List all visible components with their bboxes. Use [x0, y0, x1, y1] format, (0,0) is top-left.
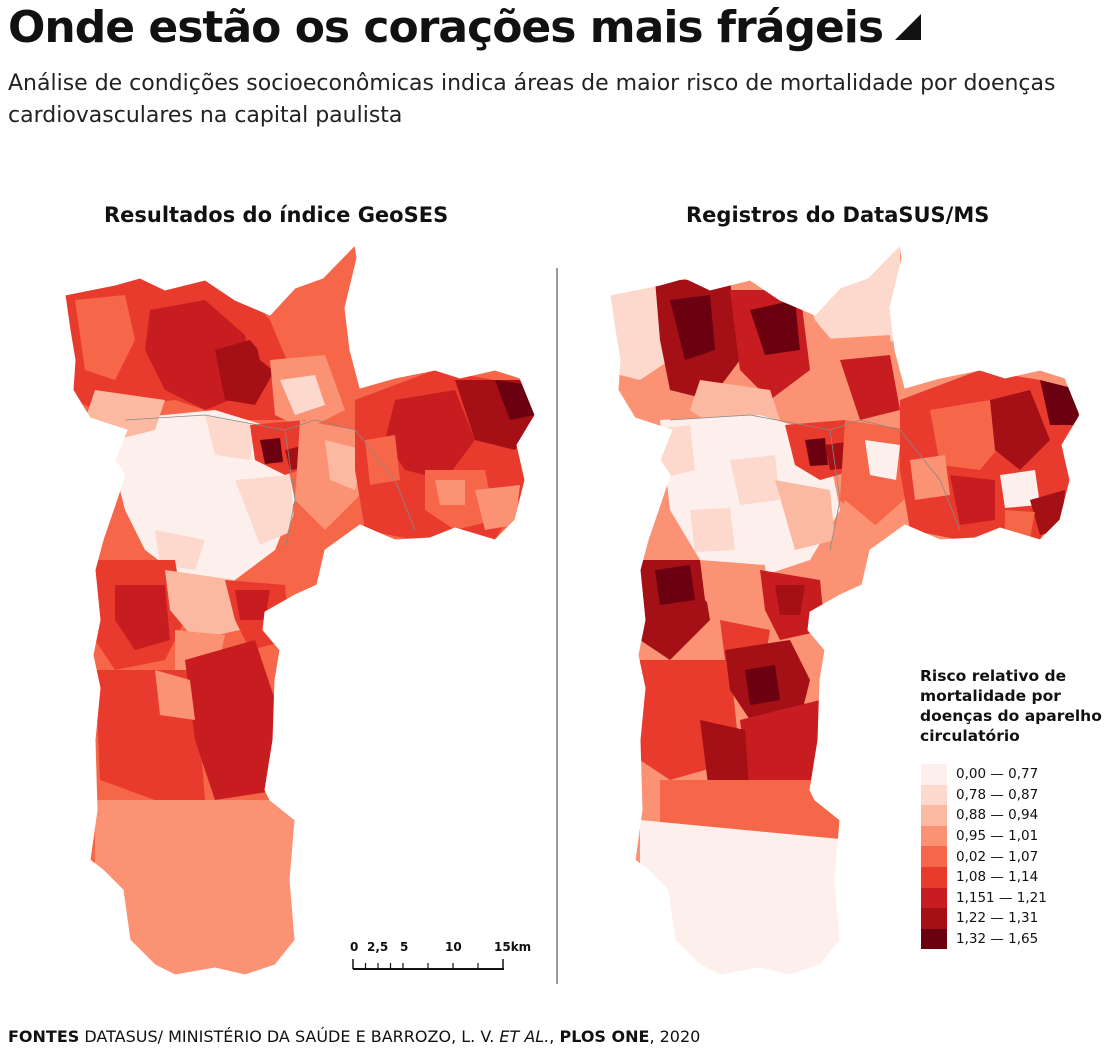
legend-label: 0,95 — 1,01	[956, 828, 1038, 844]
legend-swatch	[921, 805, 947, 826]
legend-swatch	[921, 785, 947, 806]
legend-swatch	[921, 846, 947, 867]
map-divider	[556, 268, 558, 984]
scale-label: 10	[445, 940, 462, 954]
legend-item: 0,95 — 1,01	[921, 826, 1047, 847]
legend-title: Risco relativo de mortalidade por doença…	[920, 666, 1110, 746]
scale-label: 0	[350, 940, 358, 954]
map-geoses	[55, 240, 555, 980]
sources-sep: ,	[549, 1027, 559, 1046]
legend-label: 0,00 — 0,77	[956, 766, 1038, 782]
legend-label: 1,08 — 1,14	[956, 869, 1038, 885]
legend-item: 0,00 — 0,77	[921, 764, 1047, 785]
legend-label: 0,02 — 1,07	[956, 849, 1038, 865]
page-subtitle: Análise de condições socioeconômicas ind…	[8, 68, 1098, 132]
legend-label: 0,78 — 0,87	[956, 787, 1038, 803]
scale-label: 15km	[494, 940, 531, 954]
legend: 0,00 — 0,77 0,78 — 0,87 0,88 — 0,94 0,95…	[921, 764, 1047, 949]
sources-prefix: FONTES	[8, 1027, 79, 1046]
legend-item: 1,32 — 1,65	[921, 929, 1047, 950]
legend-label: 1,151 — 1,21	[956, 890, 1047, 906]
legend-swatch	[921, 826, 947, 847]
legend-item: 1,151 — 1,21	[921, 888, 1047, 909]
legend-swatch	[921, 929, 947, 950]
legend-label: 0,88 — 0,94	[956, 807, 1038, 823]
legend-swatch	[921, 888, 947, 909]
sources-journal: PLOS ONE	[559, 1027, 649, 1046]
legend-item: 0,88 — 0,94	[921, 805, 1047, 826]
triangle-icon	[895, 14, 921, 40]
map-title-geoses: Resultados do índice GeoSES	[104, 203, 448, 227]
sources-etal: ET AL.	[499, 1027, 549, 1046]
map-title-datasus: Registros do DataSUS/MS	[686, 203, 989, 227]
scale-bar: 0 2,5 5 10 15km	[352, 940, 512, 975]
scale-labels: 0 2,5 5 10 15km	[352, 940, 512, 956]
sources-year: , 2020	[649, 1027, 700, 1046]
page-title: Onde estão os corações mais frágeis	[8, 2, 921, 53]
legend-label: 1,32 — 1,65	[956, 931, 1038, 947]
sources: FONTES DATASUS/ MINISTÉRIO DA SAÚDE E BA…	[8, 1027, 700, 1046]
legend-swatch	[921, 764, 947, 785]
legend-item: 0,02 — 1,07	[921, 846, 1047, 867]
scale-label: 2,5	[367, 940, 388, 954]
scale-label: 5	[400, 940, 408, 954]
legend-swatch	[921, 867, 947, 888]
scale-ruler	[352, 957, 512, 971]
sources-text: DATASUS/ MINISTÉRIO DA SAÚDE E BARROZO, …	[79, 1027, 499, 1046]
legend-swatch	[921, 908, 947, 929]
legend-item: 0,78 — 0,87	[921, 785, 1047, 806]
legend-item: 1,22 — 1,31	[921, 908, 1047, 929]
legend-item: 1,08 — 1,14	[921, 867, 1047, 888]
legend-label: 1,22 — 1,31	[956, 910, 1038, 926]
